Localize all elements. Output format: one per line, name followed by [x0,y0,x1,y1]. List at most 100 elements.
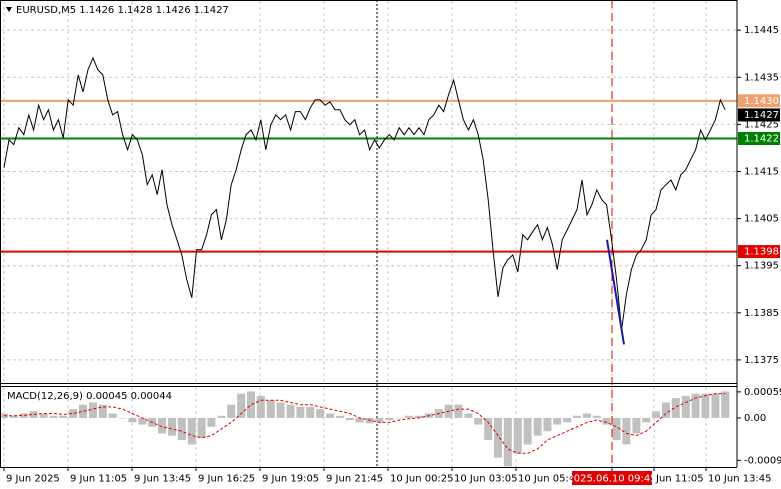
histogram-bar [642,417,651,423]
histogram-bar [276,402,285,418]
histogram-bar [79,404,87,418]
histogram-bar [503,417,512,467]
y-tick-label: 1.1425 [744,119,779,130]
histogram-bar [237,393,246,418]
x-tick-label: 9 Jun 16:25 [198,474,255,485]
histogram-bar [652,411,660,418]
histogram-bar [355,417,364,423]
histogram-bar [316,409,325,418]
histogram-bar [158,417,166,434]
histogram-bar [711,393,720,418]
histogram-bar [513,417,522,454]
histogram-bar [415,415,423,418]
histogram-bar [375,417,384,423]
histogram-bar [553,417,562,425]
histogram-bar [336,415,344,418]
y-tick-label: 1.1435 [744,72,779,83]
x-tick-label: 9 Jun 21:45 [326,474,383,485]
level-line-tag [738,132,780,146]
histogram-bar [405,415,413,418]
histogram-bar [662,402,670,418]
y-tick-label: 0.00 [744,413,766,424]
y-tick-label: 1.1385 [744,308,779,319]
x-tick-label: 9 Jun 13:45 [134,474,191,485]
x-tick-label: 10 Jun 03:05 [454,474,518,485]
histogram-bar [89,402,97,418]
histogram-bar [345,417,354,421]
y-tick-label: 1.1395 [744,261,779,272]
y-tick-label: -0.00096 [744,455,781,466]
histogram-bar [583,413,591,418]
indicator-title: MACD(12,26,9) 0.00045 0.00044 [7,391,172,402]
y-tick-label: 0.00059 [744,387,781,398]
histogram-bar [612,417,621,441]
histogram-bar [29,411,38,418]
histogram-bar [207,417,216,427]
x-tick-label: 9 Jun 2025 [6,474,60,485]
histogram-bar [217,415,226,418]
level-line-tag [738,245,780,259]
level-line-label: 1.1430 [744,96,779,107]
histogram-bar [671,398,680,418]
x-tick-label: 2025.06.10 09:45 [567,474,656,485]
x-tick-label: 10 Jun 13:45 [708,474,772,485]
level-line-label: 1.1422 [744,134,779,145]
histogram-bar [296,406,305,418]
histogram-bar [592,415,601,418]
y-tick-label: 1.1445 [744,25,779,36]
price-line [3,56,726,330]
histogram-bar [326,413,334,418]
y-tick-label: 1.1405 [744,214,779,225]
histogram-bar [602,417,611,425]
signal-line [4,393,726,454]
histogram-bar [454,404,463,418]
current-price-label: 1.1427 [744,110,779,121]
histogram-bar [563,417,572,423]
histogram-bar [39,413,48,418]
y-tick-label: 1.1375 [744,355,779,366]
histogram-bar [69,409,78,418]
x-tick-label: 10 Jun 05:45 [518,474,582,485]
chart-title: EURUSD,M5 1.1426 1.1428 1.1426 1.1427 [16,5,229,16]
histogram-bar [256,395,265,418]
histogram-bar [247,391,255,418]
histogram-bar [118,417,127,419]
menu-icon [6,7,12,12]
x-tick-label: Jun 11:05 [655,474,704,485]
histogram-bar [494,417,502,458]
y-tick-label: 1.1415 [744,166,779,177]
histogram-bar [474,417,483,425]
histogram-bar [543,417,552,432]
histogram-bar [227,404,236,418]
histogram-bar [286,404,295,418]
histogram-bar [128,417,137,423]
histogram-bar [464,413,473,418]
histogram-bar [691,393,700,418]
histogram-bar [9,415,18,418]
histogram-bar [266,400,275,418]
level-line-tag [738,94,780,108]
x-tick-label: 10 Jun 00:25 [390,474,454,485]
histogram-bar [523,417,532,445]
histogram-bar [701,393,710,418]
x-tick-label: 9 Jun 11:05 [70,474,127,485]
histogram-bar [385,417,394,421]
histogram-bar [622,417,631,445]
current-price-tag [738,108,780,122]
histogram-bar [98,404,107,418]
histogram-bar [721,391,730,418]
histogram-bar [177,417,186,441]
histogram-bar [681,395,690,418]
histogram-bar [197,417,206,438]
histogram-bar [49,415,58,418]
histogram-bar [168,417,176,436]
histogram-bar [573,415,581,418]
histogram-bar [19,413,28,418]
histogram-bar [108,413,117,418]
histogram-bar [533,417,542,436]
histogram-bar [632,417,641,434]
histogram-bar [306,406,315,418]
